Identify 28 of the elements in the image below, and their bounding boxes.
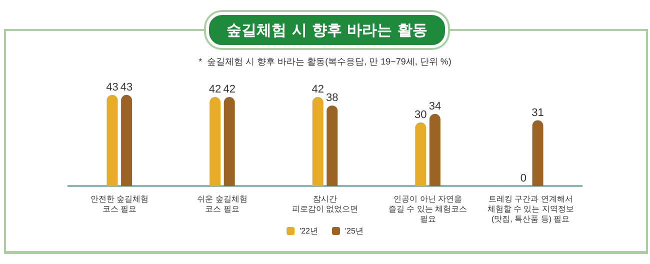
bar	[210, 96, 221, 186]
bar	[106, 94, 118, 186]
x-tick-label: 쉬운 숲길체험 코스 필요	[197, 194, 248, 214]
x-tick-label: 잠시간 피로감이 없었으면	[292, 194, 358, 214]
bar	[121, 94, 132, 186]
legend-label: '22년	[300, 226, 318, 236]
data-label: 42	[208, 83, 222, 96]
bar	[415, 122, 426, 186]
data-label: 38	[326, 92, 338, 104]
legend-label: '25년	[345, 226, 364, 236]
bar	[532, 120, 544, 186]
chart-title: 숲길체험 시 향후 바라는 활동	[206, 12, 448, 48]
x-tick-label: 안전한 숲길체험 코스 필요	[90, 194, 149, 214]
data-label: 43	[106, 81, 118, 94]
x-tick-label: 트레킹 구간과 연계해서 체험할 수 있는 지역정보 (맛집, 특산품 등) 필요	[487, 194, 574, 224]
bar	[312, 96, 324, 186]
data-label: 34	[428, 100, 442, 112]
data-label: 0	[520, 172, 527, 184]
bar	[326, 105, 338, 186]
chart-subtitle: * 숲길체험 시 향후 바라는 활동(복수응답, 만 19~79세, 단위 %)	[198, 56, 452, 66]
data-label: 31	[532, 106, 544, 119]
x-tick-label: 인공이 아닌 자연을 즐길 수 있는 체험코스 필요	[388, 194, 468, 224]
bar	[429, 114, 440, 186]
data-label: 42	[312, 83, 324, 96]
bar	[224, 96, 235, 186]
data-label: 42	[223, 83, 236, 96]
data-label: 43	[120, 81, 133, 94]
data-label: 30	[414, 108, 427, 121]
